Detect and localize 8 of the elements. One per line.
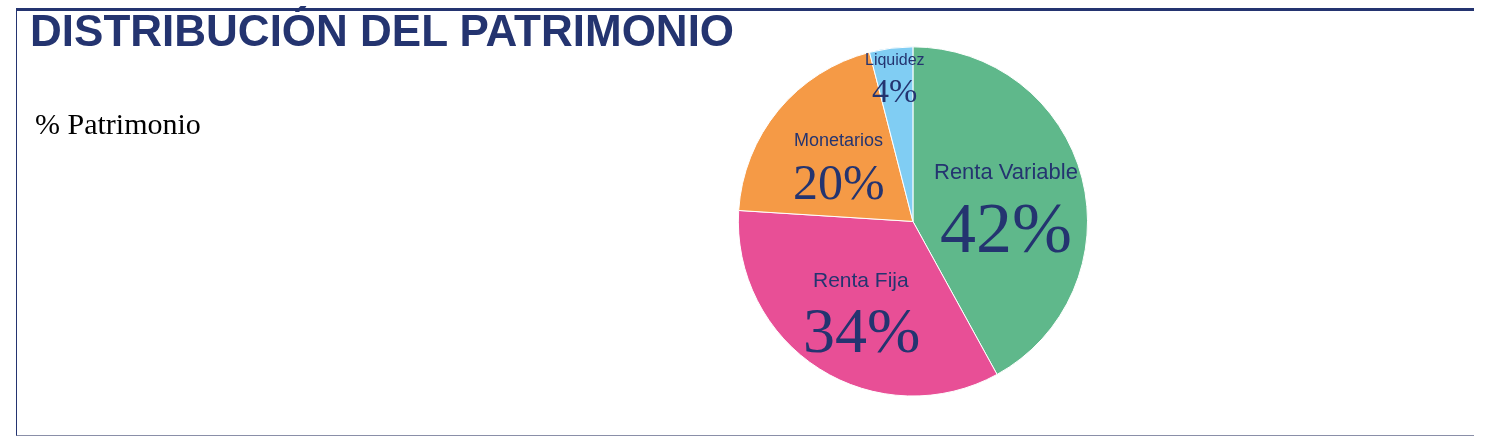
data-label: 42% [940,188,1072,268]
data-label: 20% [793,154,885,210]
data-label: 34% [803,295,921,366]
text: % Patrimonio [35,107,201,140]
text: DISTRIBUCIÓN DEL PATRIMONIO [30,6,735,56]
slice-label: Renta Variable [934,159,1078,184]
slice-label: Renta Fija [813,268,910,291]
slice-label: Monetarios [794,130,884,150]
